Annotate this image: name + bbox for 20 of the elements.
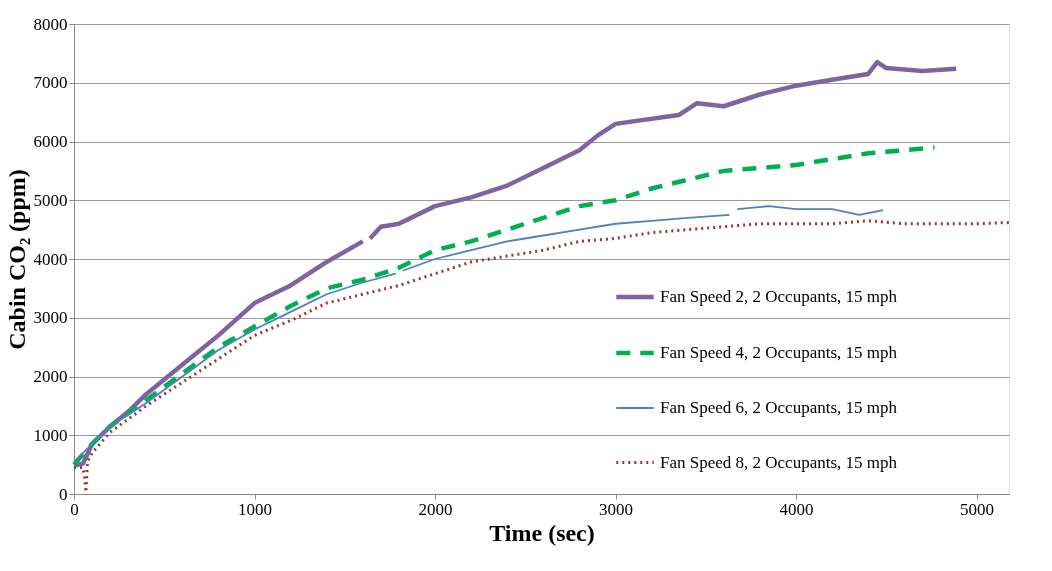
legend-label: Fan Speed 2, 2 Occupants, 15 mph [660,287,898,306]
x-tick-label: 4000 [779,499,814,519]
y-axis-title: Cabin CO₂ (ppm) [3,169,30,350]
x-tick-label: 3000 [599,499,634,519]
y-tick-label: 1000 [33,425,68,445]
y-tick-label: 8000 [33,14,68,34]
y-tick-label: 6000 [33,132,68,151]
y-tick-label: 4000 [33,249,68,269]
y-tick-label: 5000 [33,190,68,210]
y-tick-label: 3000 [33,308,68,328]
x-tick-label: 5000 [960,499,995,519]
y-tick-label: 2000 [33,367,68,386]
x-tick-label: 2000 [418,499,453,519]
y-tick-label: 0 [59,484,68,504]
y-tick-label: 7000 [33,73,68,93]
legend-label: Fan Speed 4, 2 Occupants, 15 mph [660,343,898,362]
x-tick-label: 1000 [238,499,272,519]
x-axis-title: Time (sec) [489,519,595,546]
legend-label: Fan Speed 6, 2 Occupants, 15 mph [660,398,898,417]
legend-label: Fan Speed 8, 2 Occupants, 15 mph [660,452,898,472]
